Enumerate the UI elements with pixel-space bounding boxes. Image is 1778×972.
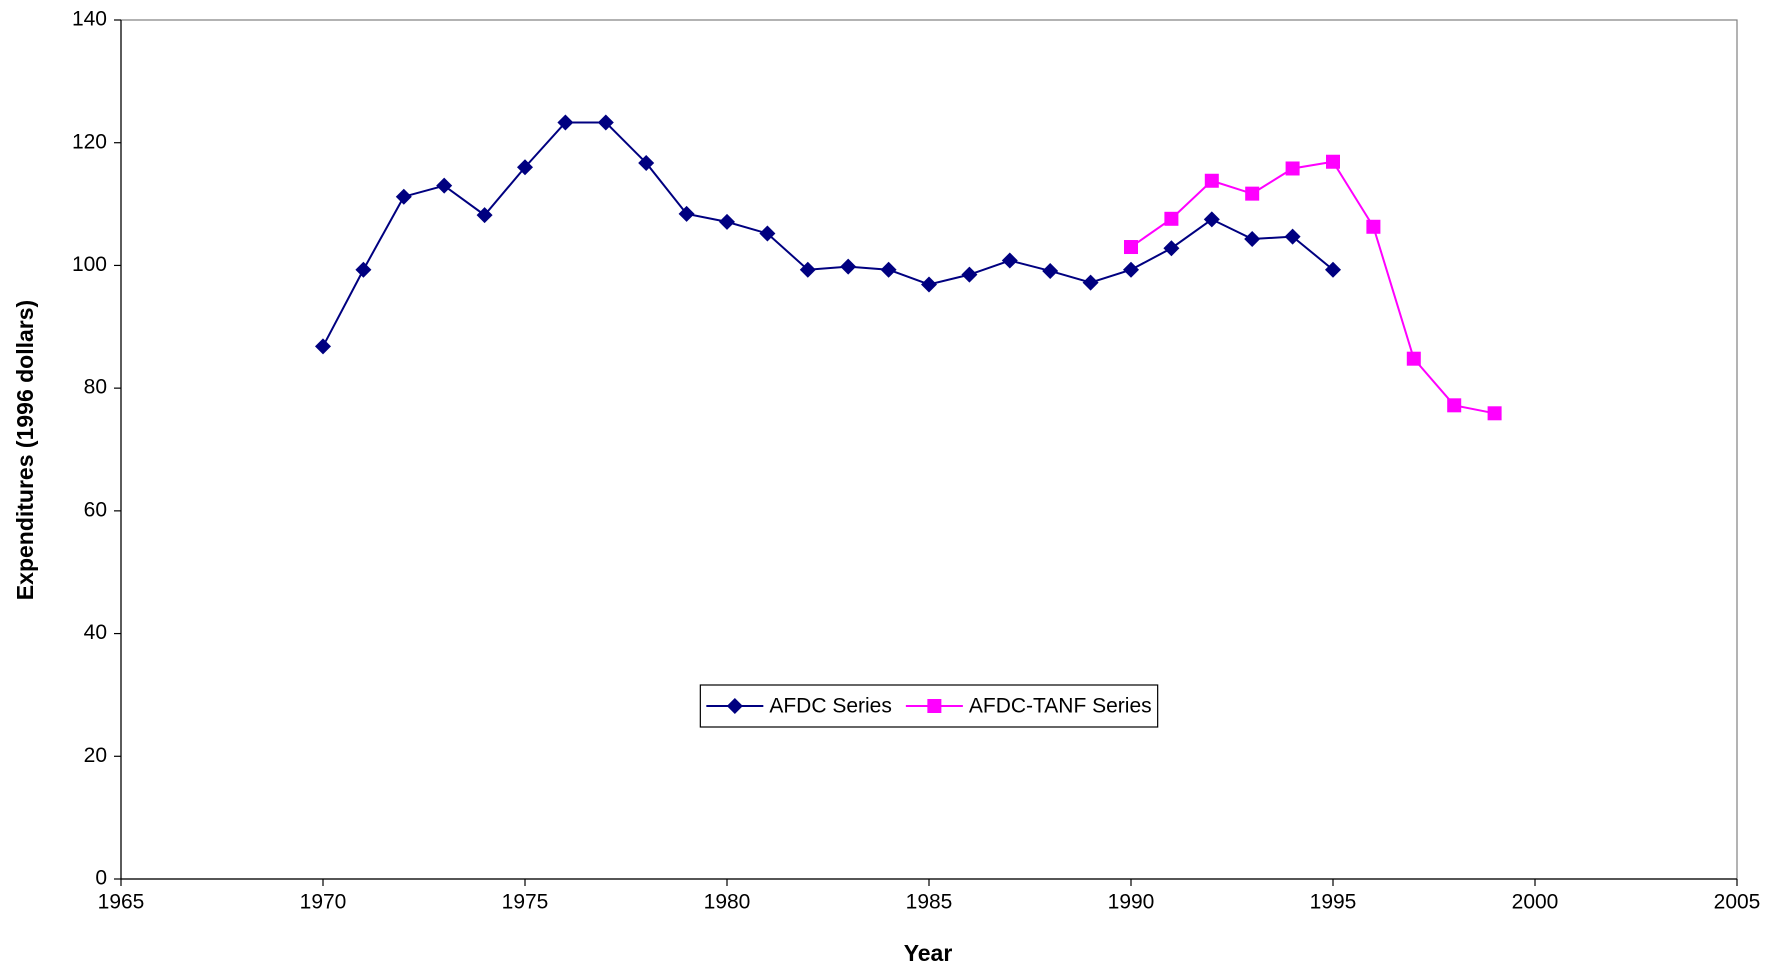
marker xyxy=(880,261,897,278)
y-tick-label: 60 xyxy=(84,498,107,521)
marker xyxy=(1245,186,1260,201)
y-tick-label: 120 xyxy=(72,130,107,153)
marker xyxy=(1164,211,1179,226)
marker xyxy=(1487,406,1502,421)
y-tick-label: 20 xyxy=(84,744,107,767)
marker xyxy=(1325,261,1341,278)
marker xyxy=(719,213,735,230)
marker xyxy=(759,225,776,242)
y-tick-label: 140 xyxy=(72,8,107,31)
x-tick-label: 2005 xyxy=(1714,891,1761,914)
marker xyxy=(1123,261,1139,278)
plot-frame xyxy=(120,19,1738,880)
marker xyxy=(476,207,493,224)
x-tick-label: 1965 xyxy=(98,891,145,914)
series-line xyxy=(1130,160,1495,415)
x-tick-label: 1985 xyxy=(906,891,953,914)
legend: AFDC Series AFDC-TANF Series xyxy=(699,684,1159,728)
marker xyxy=(1326,154,1340,169)
marker xyxy=(1001,252,1018,269)
marker xyxy=(315,338,331,355)
y-tick-label: 100 xyxy=(72,253,107,276)
marker xyxy=(638,154,655,171)
y-tick-label: 80 xyxy=(84,376,107,399)
marker xyxy=(1203,211,1220,228)
y-axis-title: Expenditures (1996 dollars) xyxy=(12,300,38,600)
legend-label: AFDC-TANF Series xyxy=(969,695,1152,718)
marker xyxy=(1124,240,1138,255)
x-tick-label: 1970 xyxy=(300,891,347,914)
legend-label: AFDC Series xyxy=(769,695,892,718)
series-line xyxy=(322,121,1334,347)
marker xyxy=(1284,228,1301,245)
x-tick-label: 2000 xyxy=(1512,891,1559,914)
y-tick-label: 40 xyxy=(84,621,107,644)
marker xyxy=(1406,351,1421,366)
y-tick-label: 0 xyxy=(95,867,107,890)
marker xyxy=(436,177,453,194)
legend-marker xyxy=(927,699,942,713)
x-tick-label: 1995 xyxy=(1310,891,1357,914)
marker xyxy=(395,188,412,205)
x-tick-label: 1975 xyxy=(502,891,549,914)
marker xyxy=(840,258,857,275)
legend-marker xyxy=(726,698,743,714)
marker xyxy=(1163,240,1180,257)
marker xyxy=(1447,398,1462,413)
marker xyxy=(678,205,695,222)
marker xyxy=(517,159,533,176)
marker xyxy=(961,266,978,283)
marker xyxy=(1244,231,1261,248)
marker xyxy=(1366,219,1381,234)
marker xyxy=(355,261,372,278)
marker xyxy=(1082,274,1099,291)
marker xyxy=(799,261,816,278)
marker xyxy=(1285,161,1300,176)
marker xyxy=(1204,173,1219,188)
marker xyxy=(921,276,937,293)
marker xyxy=(557,114,574,131)
x-tick-label: 1980 xyxy=(704,891,751,914)
x-tick-label: 1990 xyxy=(1108,891,1155,914)
x-axis-title: Year xyxy=(904,940,953,966)
marker xyxy=(597,114,614,131)
marker xyxy=(1042,262,1059,279)
